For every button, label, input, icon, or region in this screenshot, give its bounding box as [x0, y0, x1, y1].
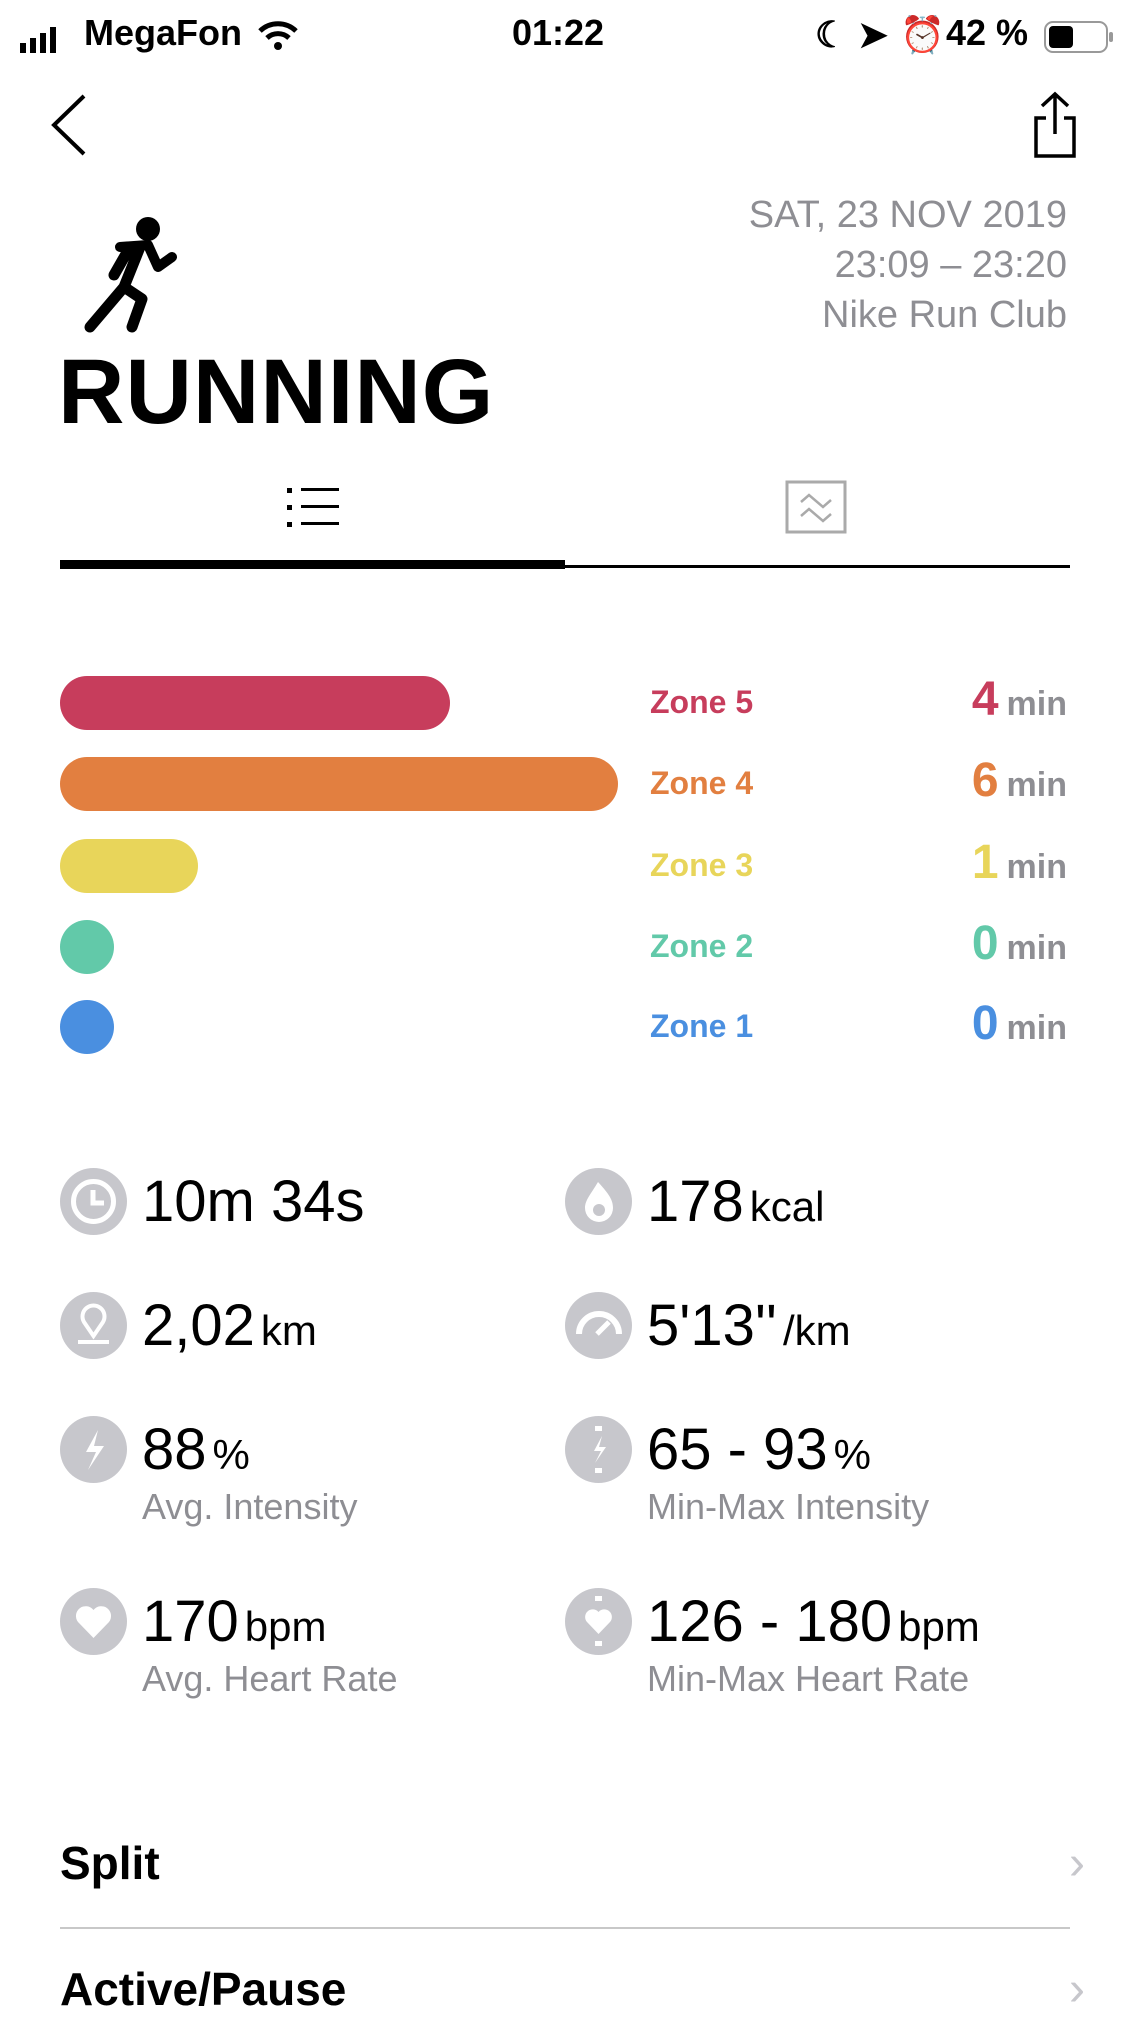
- zone-row: Zone 2 0 min: [0, 917, 1125, 974]
- stat-distance: 2,02 km: [60, 1292, 560, 1372]
- zone-unit: min: [1006, 929, 1067, 967]
- activity-title: RUNNING: [58, 341, 495, 443]
- zone-bar: [60, 1000, 114, 1054]
- calories-unit: kcal: [749, 1183, 825, 1230]
- status-bar: MegaFon 01:22 ☾ ➤ ⏰ 42 %: [0, 8, 1125, 56]
- runner-icon: [80, 215, 180, 340]
- zone-value: 0: [971, 917, 999, 970]
- avg-intensity-label: Avg. Intensity: [142, 1486, 358, 1527]
- pace-value: 5'13'': [647, 1293, 777, 1358]
- location-arrow-icon: ➤: [858, 14, 889, 55]
- split-row[interactable]: Split: [60, 1836, 1070, 1896]
- zone-value: 1: [971, 836, 999, 889]
- heart-range-icon: [565, 1588, 632, 1655]
- zone-value: 0: [971, 997, 999, 1050]
- zone-unit: min: [1006, 1009, 1067, 1047]
- avg-intensity-value: 88: [142, 1417, 207, 1482]
- chevron-right-icon: ›: [1069, 1963, 1085, 2016]
- clock-time: 01:22: [512, 12, 605, 53]
- divider: [60, 1927, 1070, 1929]
- zone-unit: min: [1006, 685, 1067, 723]
- avg-hr-unit: bpm: [244, 1603, 327, 1650]
- active-pause-row[interactable]: Active/Pause: [60, 1962, 1070, 2022]
- minmax-intensity-label: Min-Max Intensity: [647, 1486, 930, 1527]
- zone-row: Zone 1 0 min: [0, 997, 1125, 1054]
- zone-bar: [60, 839, 198, 893]
- bolt-icon: [60, 1416, 127, 1483]
- workout-time-range: 23:09 – 23:20: [834, 244, 1067, 286]
- zone-label: Zone 3: [650, 847, 754, 883]
- workout-source: Nike Run Club: [822, 294, 1067, 336]
- avg-hr-value: 170: [142, 1589, 239, 1654]
- zone-bar: [60, 920, 114, 974]
- heart-icon: [60, 1588, 127, 1655]
- avg-intensity-unit: %: [212, 1431, 250, 1478]
- stat-calories: 178 kcal: [565, 1168, 1065, 1248]
- clock-icon: [60, 1168, 127, 1235]
- stat-pace: 5'13''/km: [565, 1292, 1065, 1372]
- zone-row: Zone 3 1 min: [0, 836, 1125, 893]
- minmax-hr-unit: bpm: [898, 1603, 980, 1650]
- chevron-left-icon: [51, 94, 86, 156]
- minmax-intensity-value: 65 - 93: [647, 1417, 828, 1482]
- zone-value: 6: [971, 754, 999, 807]
- tab-chart[interactable]: [565, 470, 1070, 550]
- zone-label: Zone 4: [650, 765, 754, 801]
- stat-avg-intensity: 88% Avg. Intensity: [60, 1416, 560, 1527]
- zone-label: Zone 1: [650, 1008, 754, 1044]
- minmax-hr-value: 126 - 180: [647, 1589, 893, 1654]
- bolt-range-icon: [565, 1416, 632, 1483]
- zone-row: Zone 4 6 min: [0, 754, 1125, 811]
- chart-icon: [785, 480, 847, 534]
- minmax-hr-label: Min-Max Heart Rate: [647, 1658, 970, 1699]
- share-icon: [1034, 91, 1076, 158]
- zone-minutes: 4 min: [972, 672, 1067, 727]
- zone-unit: min: [1006, 848, 1067, 886]
- zone-bar: [60, 676, 450, 730]
- battery-icon: [1044, 20, 1116, 62]
- distance-unit: km: [260, 1307, 317, 1354]
- stat-avg-heart-rate: 170 bpm Avg. Heart Rate: [60, 1588, 560, 1699]
- zone-minutes: 6 min: [972, 753, 1067, 808]
- flame-icon: [565, 1168, 632, 1235]
- zone-label: Zone 2: [650, 928, 754, 964]
- zone-unit: min: [1006, 766, 1067, 804]
- distance-value: 2,02: [142, 1293, 255, 1358]
- carrier: MegaFon: [84, 12, 242, 53]
- zone-label: Zone 5: [650, 684, 754, 720]
- duration-value: 10m 34s: [142, 1169, 365, 1234]
- split-label: Split: [60, 1837, 160, 1889]
- stat-duration: 10m 34s: [60, 1168, 560, 1248]
- alarm-icon: ⏰: [900, 14, 945, 55]
- calories-value: 178: [647, 1169, 744, 1234]
- list-icon: [287, 488, 339, 527]
- chevron-right-icon: ›: [1069, 1837, 1085, 1890]
- share-button[interactable]: [1030, 90, 1080, 165]
- zone-bar: [60, 757, 618, 811]
- zone-row: Zone 5 4 min: [0, 673, 1125, 730]
- workout-meta: SAT, 23 NOV 2019 23:09 – 23:20 Nike Run …: [749, 190, 1067, 340]
- zone-minutes: 1 min: [972, 835, 1067, 890]
- moon-icon: ☾: [815, 14, 848, 55]
- stat-minmax-intensity: 65 - 93% Min-Max Intensity: [565, 1416, 1065, 1527]
- zone-value: 4: [971, 673, 999, 726]
- battery-percent: 42 %: [946, 12, 1029, 53]
- tab-indicator: [60, 560, 1070, 569]
- wifi-icon: [258, 18, 298, 60]
- workout-date: SAT, 23 NOV 2019: [748, 194, 1067, 236]
- active-pause-label: Active/Pause: [60, 1963, 347, 2015]
- zone-minutes: 0 min: [972, 916, 1067, 971]
- avg-hr-label: Avg. Heart Rate: [142, 1658, 398, 1699]
- tab-list[interactable]: [60, 470, 565, 550]
- zone-minutes: 0 min: [972, 996, 1067, 1051]
- back-button[interactable]: [46, 92, 90, 163]
- stat-minmax-heart-rate: 126 - 180 bpm Min-Max Heart Rate: [565, 1588, 1065, 1699]
- minmax-intensity-unit: %: [833, 1431, 871, 1478]
- pace-unit: /km: [783, 1307, 851, 1354]
- signal-icon: [20, 20, 60, 62]
- speedometer-icon: [565, 1292, 632, 1359]
- location-icon: [60, 1292, 127, 1359]
